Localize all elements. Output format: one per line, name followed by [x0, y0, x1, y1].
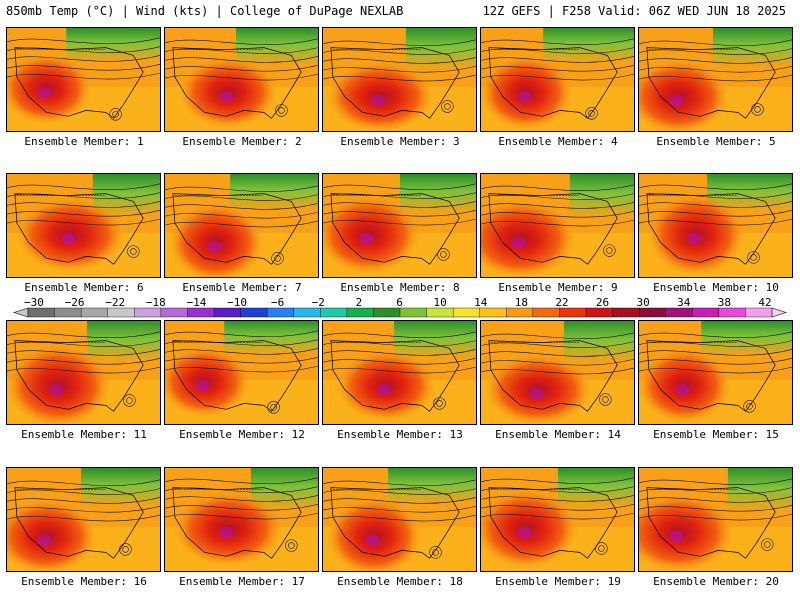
colorbar-swatch: [187, 307, 215, 318]
ensemble-member-label: Ensemble Member: 20: [653, 575, 779, 588]
colorbar-swatch: [320, 307, 348, 318]
ensemble-member-label: Ensemble Member: 13: [337, 428, 463, 441]
ensemble-member-label: Ensemble Member: 1: [24, 135, 144, 148]
ensemble-member-label: Ensemble Member: 19: [495, 575, 621, 588]
colorbar-swatch: [718, 307, 746, 318]
colorbar-tick-label: 14: [474, 296, 488, 309]
ensemble-map-panel: [6, 320, 161, 425]
colorbar-tick-label: 26: [595, 296, 610, 309]
colorbar-tick-label: 34: [677, 296, 691, 309]
colorbar-tick-label: 42: [758, 296, 772, 309]
colorbar-tick-label: −18: [145, 296, 166, 309]
ensemble-map-panel: [164, 320, 319, 425]
colorbar-tick-label: 6: [396, 296, 403, 309]
colorbar-swatch: [745, 307, 773, 318]
colorbar-tick-label: 22: [555, 296, 569, 309]
ensemble-member-label: Ensemble Member: 18: [337, 575, 463, 588]
colorbar-tick-label: 2: [355, 296, 363, 309]
ensemble-map-panel: [322, 467, 477, 572]
ensemble-map-panel: [322, 27, 477, 132]
ensemble-map-panel: [638, 173, 793, 278]
colorbar-left-arrow: [13, 307, 29, 318]
colorbar-tick-label: −26: [64, 296, 85, 309]
ensemble-member-label: Ensemble Member: 9: [498, 281, 618, 294]
colorbar-swatch: [213, 307, 242, 318]
ensemble-member-label: Ensemble Member: 5: [656, 135, 776, 148]
colorbar-swatch: [426, 307, 454, 318]
ensemble-map-panel: [480, 320, 635, 425]
colorbar-swatch: [293, 307, 321, 318]
ensemble-map-panel: [164, 467, 319, 572]
ensemble-map-panel: [322, 320, 477, 425]
colorbar-tick-label: 38: [717, 296, 731, 309]
colorbar-swatch: [373, 307, 401, 318]
colorbar-swatch: [479, 307, 507, 318]
ensemble-member-label: Ensemble Member: 16: [21, 575, 147, 588]
ensemble-map-panel: [322, 173, 477, 278]
colorbar-tick-label: 10: [433, 296, 447, 309]
colorbar-swatch: [27, 307, 56, 318]
colorbar-swatch: [266, 307, 295, 318]
colorbar-swatch: [692, 307, 720, 318]
colorbar-tick-label: 18: [514, 296, 528, 309]
ensemble-member-label: Ensemble Member: 3: [340, 135, 460, 148]
colorbar-swatch: [638, 307, 667, 318]
ensemble-map-panel: [6, 467, 161, 572]
ensemble-member-label: Ensemble Member: 2: [182, 135, 302, 148]
ensemble-map-panel: [164, 173, 319, 278]
ensemble-member-label: Ensemble Member: 4: [498, 135, 618, 148]
colorbar-tick-label: 30: [636, 296, 650, 309]
run-valid-time: 12Z GEFS | F258 Valid: 06Z WED JUN 18 20…: [482, 4, 786, 18]
colorbar-swatch: [160, 307, 188, 318]
ensemble-map-panel: [164, 27, 319, 132]
colorbar-swatch: [54, 307, 82, 318]
colorbar-swatch: [399, 307, 428, 318]
colorbar-swatch: [559, 307, 587, 318]
ensemble-map-panel: [480, 173, 635, 278]
ensemble-member-label: Ensemble Member: 6: [24, 281, 144, 294]
ensemble-member-label: Ensemble Member: 15: [653, 428, 779, 441]
colorbar-tick-label: −22: [105, 296, 126, 309]
ensemble-map-panel: [638, 467, 793, 572]
colorbar-swatch: [612, 307, 640, 318]
ensemble-member-label: Ensemble Member: 14: [495, 428, 621, 441]
colorbar-swatch: [665, 307, 693, 318]
ensemble-member-label: Ensemble Member: 12: [179, 428, 305, 441]
ensemble-member-label: Ensemble Member: 8: [340, 281, 460, 294]
ensemble-member-label: Ensemble Member: 10: [653, 281, 779, 294]
ensemble-map-panel: [480, 27, 635, 132]
colorbar-right-arrow: [771, 307, 787, 318]
ensemble-member-label: Ensemble Member: 11: [21, 428, 147, 441]
colorbar-swatch: [452, 307, 481, 318]
ensemble-map-panel: [638, 320, 793, 425]
colorbar-swatch: [240, 307, 268, 318]
colorbar-swatch: [346, 307, 374, 318]
ensemble-map-panel: [638, 27, 793, 132]
ensemble-map-panel: [480, 467, 635, 572]
temperature-colorbar: [13, 307, 787, 318]
ensemble-member-label: Ensemble Member: 7: [182, 281, 302, 294]
ensemble-member-label: Ensemble Member: 17: [179, 575, 305, 588]
map-title: 850mb Temp (°C) | Wind (kts) | College o…: [6, 4, 404, 18]
colorbar-tick-label: −30: [24, 296, 44, 309]
colorbar-swatch: [532, 307, 560, 318]
colorbar-tick-label: −14: [186, 296, 207, 309]
colorbar-tick-label: −2: [311, 296, 325, 309]
colorbar-tick-label: −6: [271, 296, 285, 309]
colorbar-tick-label: −10: [227, 296, 247, 309]
colorbar-swatch: [80, 307, 109, 318]
colorbar-swatch: [134, 307, 162, 318]
colorbar-swatch: [585, 307, 614, 318]
colorbar-swatch: [107, 307, 135, 318]
ensemble-map-panel: [6, 173, 161, 278]
ensemble-map-panel: [6, 27, 161, 132]
colorbar-swatch: [506, 307, 534, 318]
